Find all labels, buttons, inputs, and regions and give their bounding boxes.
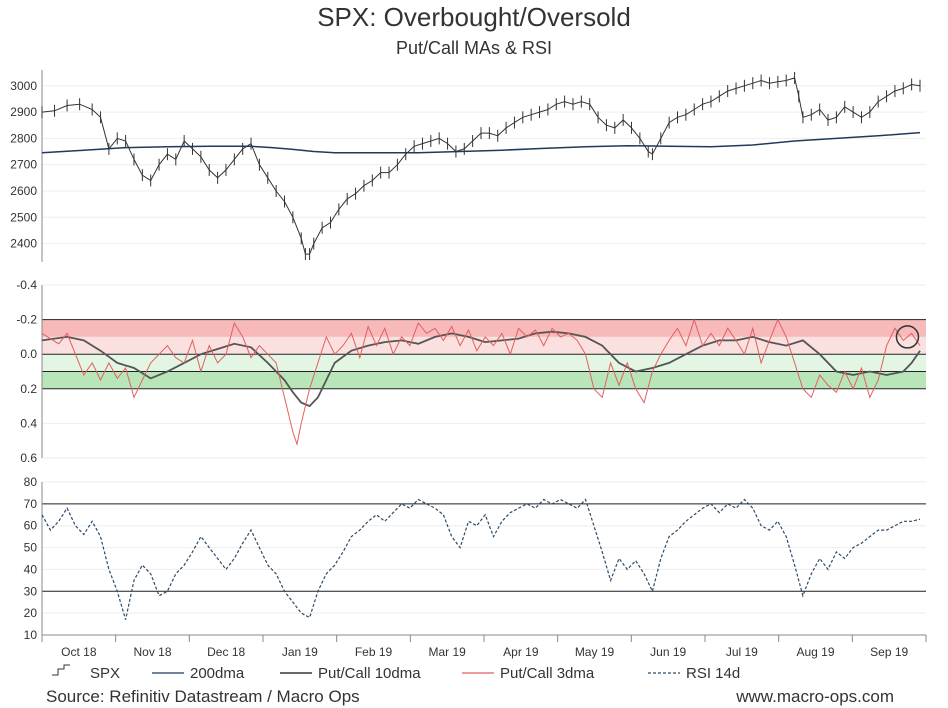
x-tick-label-8: Jun 19 [650, 645, 686, 659]
y-tick-label-4: 0.4 [20, 416, 37, 430]
x-tick-label-7: May 19 [575, 645, 615, 659]
legend-label-0: SPX [90, 665, 120, 682]
y-tick-label-3: 2700 [10, 158, 37, 172]
y-tick-label-2: 60 [24, 519, 38, 533]
x-tick-label-4: Feb 19 [355, 645, 393, 659]
x-tick-label-10: Aug 19 [796, 645, 834, 659]
y-tick-label-2: 0.0 [20, 347, 37, 361]
y-tick-label-7: 10 [24, 628, 38, 642]
series-line-put-call-3dma [41, 317, 921, 447]
y-tick-label-5: 0.6 [20, 451, 37, 465]
y-tick-label-1: 70 [24, 497, 38, 511]
y-tick-label-4: 40 [24, 562, 38, 576]
y-tick-label-0: 3000 [10, 79, 37, 93]
series-line-put-call-10dma [41, 330, 921, 408]
legend-label-3: Put/Call 3dma [500, 665, 595, 682]
x-tick-label-0: Oct 18 [61, 645, 97, 659]
x-tick-label-1: Nov 18 [133, 645, 171, 659]
source-note: Source: Refinitiv Datastream / Macro Ops [46, 687, 360, 706]
y-tick-label-0: 80 [24, 475, 38, 489]
x-tick-label-9: Jul 19 [726, 645, 758, 659]
y-tick-label-6: 2400 [10, 237, 37, 251]
x-tick-label-5: Mar 19 [428, 645, 466, 659]
legend-label-2: Put/Call 10dma [318, 665, 421, 682]
rsi-panel: 80 70 60 50 40 30 20 10 [24, 475, 926, 642]
series-line-rsi-14d [41, 498, 921, 620]
x-tick-label-11: Sep 19 [870, 645, 908, 659]
series-line-200dma [41, 131, 921, 154]
chart-subtitle: Put/Call MAs & RSI [395, 38, 553, 58]
chart-title: SPX: Overbought/Oversold [317, 2, 631, 32]
spx-panel: 3000 2900 2800 2700 2600 2500 2400 [10, 70, 926, 262]
y-tick-label-6: 20 [24, 606, 38, 620]
x-tick-label-2: Dec 18 [207, 645, 245, 659]
x-tick-label-6: Apr 19 [503, 645, 539, 659]
y-tick-label-3: 50 [24, 541, 38, 555]
y-tick-label-0: -0.4 [16, 278, 37, 292]
legend-swatch-0 [52, 664, 70, 676]
band-0 [42, 319, 926, 337]
x-axis: Oct 18 Nov 18 Dec 18 Jan 19 Feb 19 Mar 19 Apr … [41, 634, 927, 659]
website-note: www.macro-ops.com [735, 687, 894, 706]
legend: SPX 200dma Put/Call 10dma Put/Call 3dma RSI … [52, 664, 740, 682]
x-tick-label-3: Jan 19 [282, 645, 318, 659]
y-tick-label-2: 2800 [10, 131, 37, 145]
y-tick-label-5: 2500 [10, 210, 37, 224]
legend-label-1: 200dma [190, 665, 245, 682]
y-tick-label-1: -0.2 [16, 313, 37, 327]
y-tick-label-4: 2600 [10, 184, 37, 198]
y-tick-label-5: 30 [24, 584, 38, 598]
band-3 [42, 371, 926, 389]
y-tick-label-1: 2900 [10, 105, 37, 119]
legend-label-4: RSI 14d [686, 665, 740, 682]
series-line-spx [41, 77, 921, 255]
putcall-panel: -0.4 -0.2 0.0 0.2 0.4 0.6 [16, 278, 926, 465]
highlight-circle [895, 325, 920, 349]
y-tick-label-3: 0.2 [20, 382, 37, 396]
